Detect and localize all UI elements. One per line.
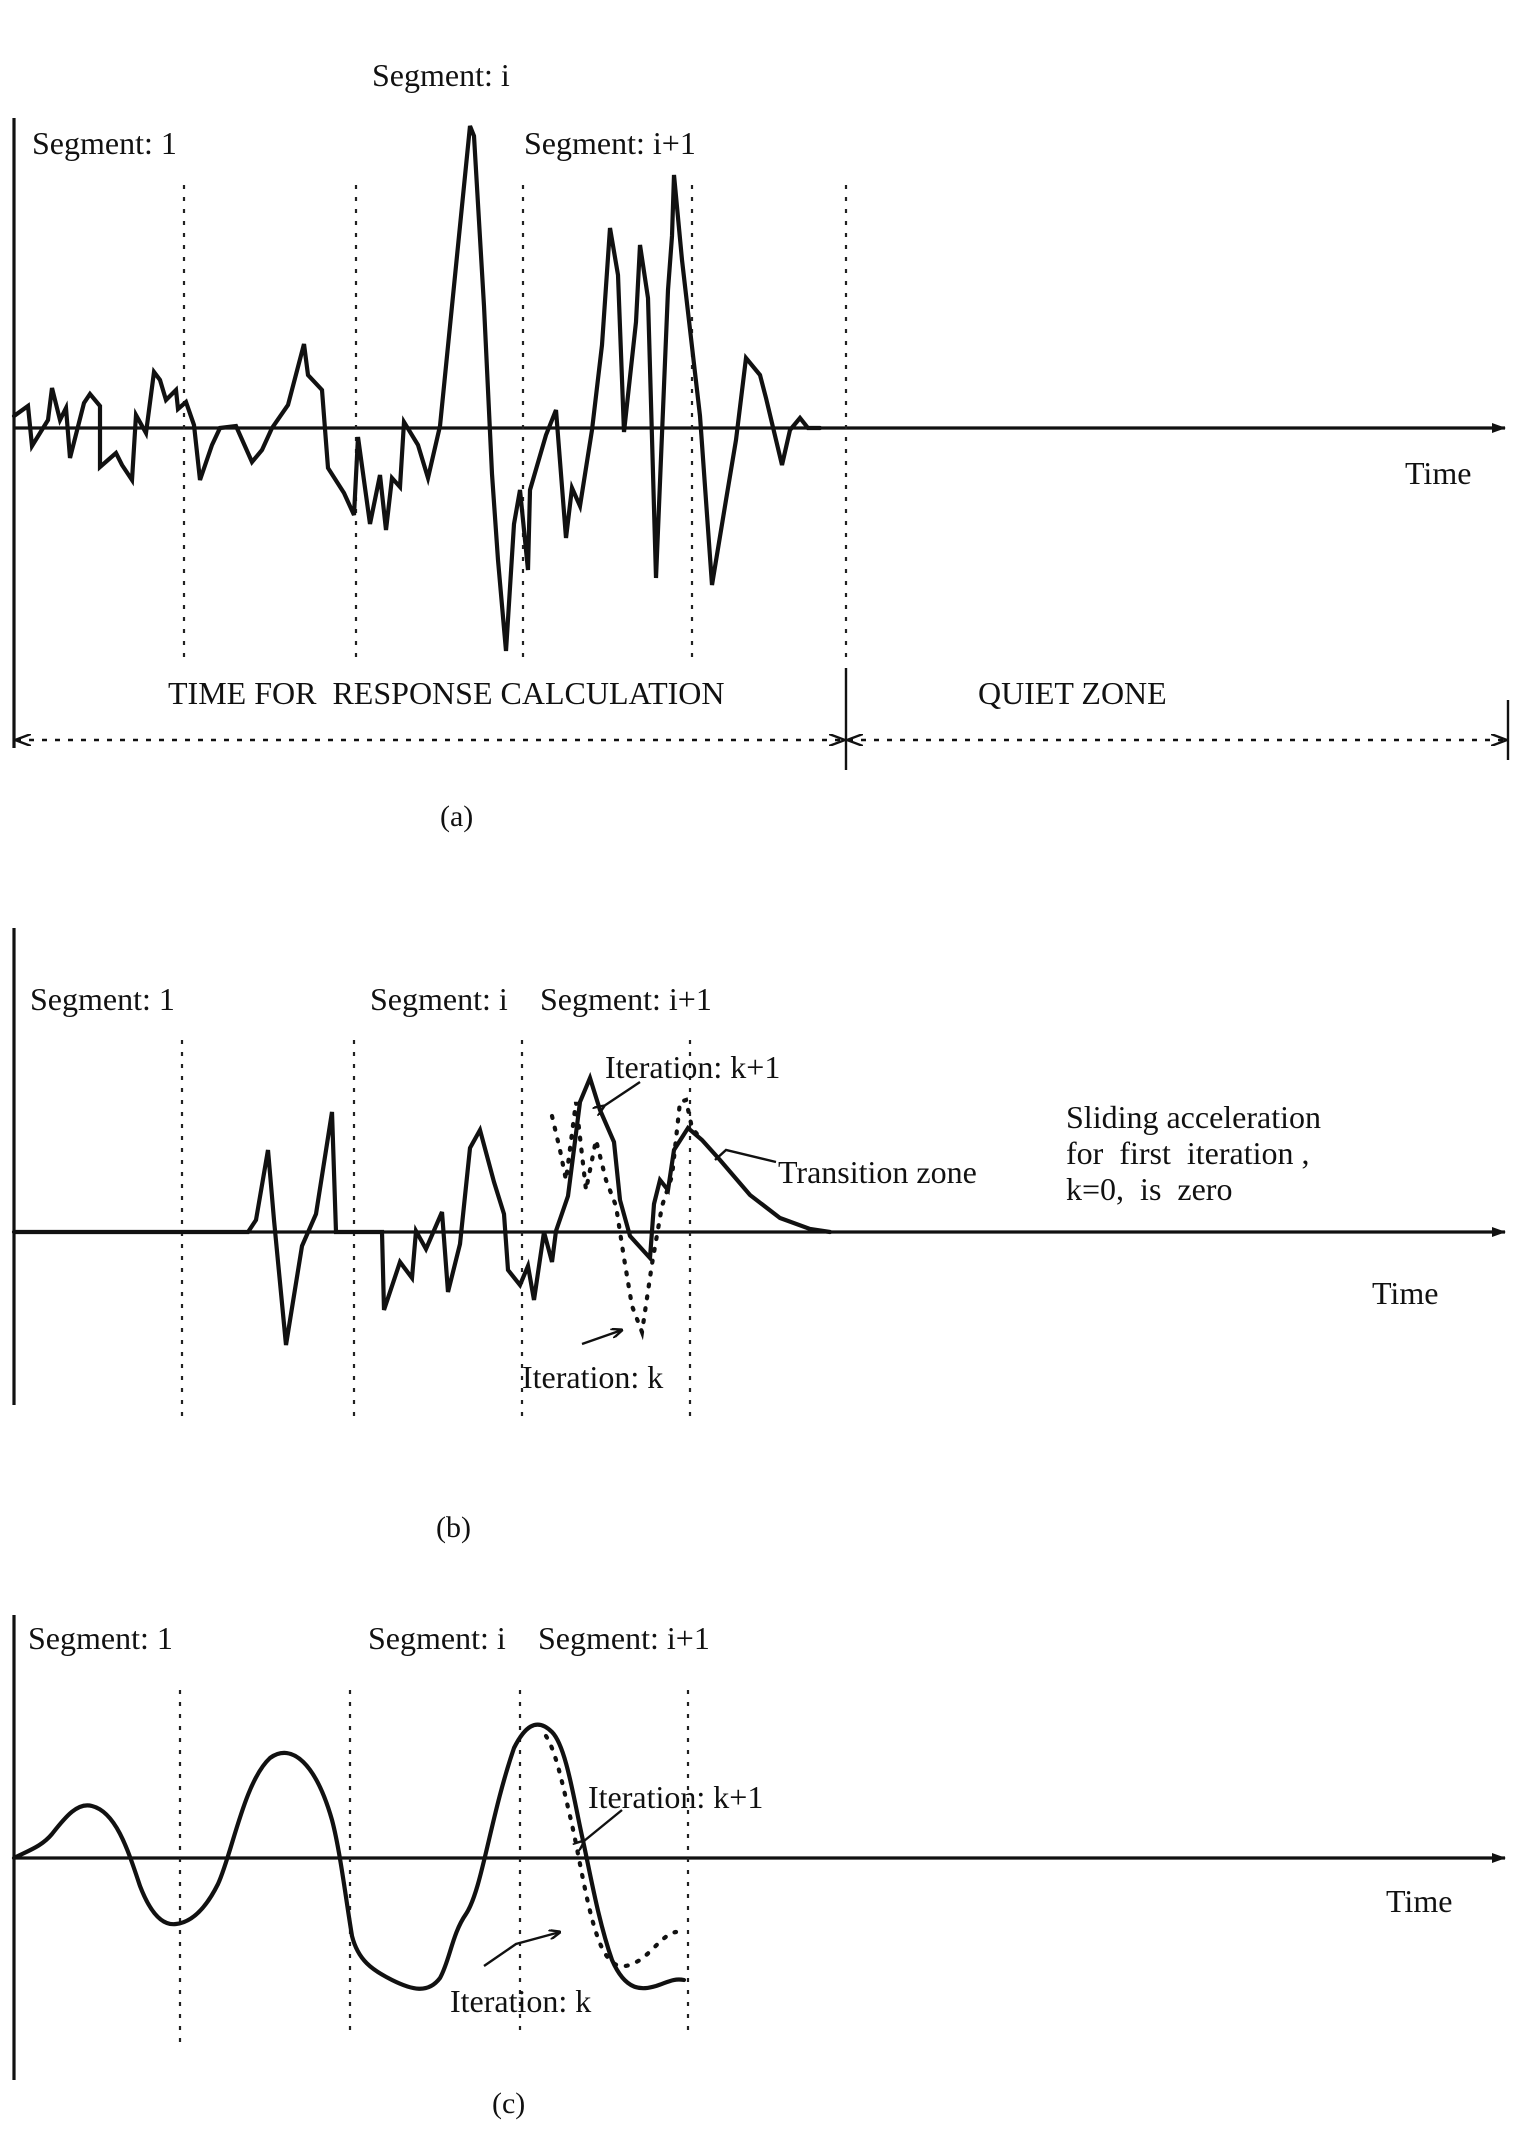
panel-b-segment-i-label: Segment: i xyxy=(370,981,508,1017)
panel-c-iteration-k1-pointer xyxy=(584,1809,623,1841)
panel-c-iteration-k1-label: Iteration: k+1 xyxy=(588,1779,763,1815)
panel-b-time-label: Time xyxy=(1372,1275,1438,1311)
panel-a-segment-i1-label: Segment: i+1 xyxy=(524,125,696,161)
panel-c-iteration-k-pointer xyxy=(483,1932,560,1967)
panel-a-time-label: Time xyxy=(1405,455,1471,491)
panel-a-quiet-zone-label: QUIET ZONE xyxy=(978,675,1167,711)
panel-c-segment-1-label: Segment: 1 xyxy=(28,1620,173,1656)
panel-a-acceleration-signal xyxy=(11,125,823,652)
panel-b-transition-zone-label: Transition zone xyxy=(778,1154,977,1190)
panel-b-note-line-3: k=0, is zero xyxy=(1066,1171,1232,1207)
panel-b-segment-1-label: Segment: 1 xyxy=(30,981,175,1017)
panel-b-iteration-k-signal xyxy=(549,1097,705,1341)
panel-a: Segment: 1 Segment: i Segment: i+1 Time … xyxy=(11,57,1510,833)
panel-b-iteration-k-pointer xyxy=(581,1330,622,1346)
panel-c-caption: (c) xyxy=(492,2087,525,2120)
panel-b: Segment: 1 Segment: i Segment: i+1 Itera… xyxy=(11,928,1506,1544)
panel-b-iteration-k1-label: Iteration: k+1 xyxy=(605,1049,780,1085)
panel-a-segment-1-label: Segment: 1 xyxy=(32,125,177,161)
panel-a-caption: (a) xyxy=(440,800,473,833)
panel-c-iteration-k-signal xyxy=(543,1733,679,1969)
panel-b-iteration-k1-pointer xyxy=(604,1081,641,1106)
panel-c: Segment: 1 Segment: i Segment: i+1 Itera… xyxy=(11,1615,1506,2120)
panel-b-note-line-2: for first iteration , xyxy=(1066,1135,1309,1171)
panel-c-segment-i-label: Segment: i xyxy=(368,1620,506,1656)
panel-b-segment-i1-label: Segment: i+1 xyxy=(540,981,712,1017)
panel-b-iteration-k-label: Iteration: k xyxy=(522,1359,663,1395)
panel-a-segment-i-label: Segment: i xyxy=(372,57,510,93)
panel-b-iteration-k1-signal xyxy=(11,1071,833,1346)
panel-c-iteration-k-label: Iteration: k xyxy=(450,1983,591,2019)
panel-c-segment-i1-label: Segment: i+1 xyxy=(538,1620,710,1656)
panel-a-response-zone-label: TIME FOR RESPONSE CALCULATION xyxy=(168,675,724,711)
panel-b-caption: (b) xyxy=(436,1511,471,1544)
panel-c-time-label: Time xyxy=(1386,1883,1452,1919)
panel-b-transition-zone-pointer xyxy=(714,1148,777,1164)
panel-b-note-line-1: Sliding acceleration xyxy=(1066,1099,1321,1135)
